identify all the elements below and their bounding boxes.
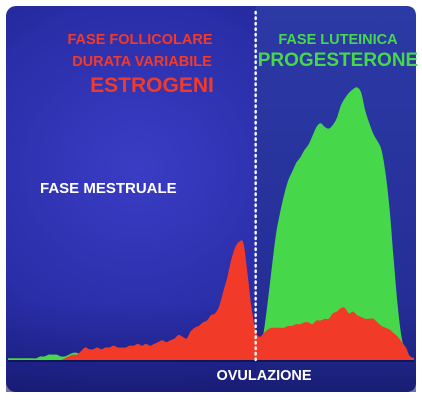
annotation-follicular-phase: FASE FOLLICOLARE <box>68 32 213 48</box>
series-areas <box>8 87 414 361</box>
annotation-estrogens: ESTROGENI <box>90 74 214 97</box>
annotation-luteal-phase: FASE LUTEINICA <box>278 32 398 48</box>
annotation-variable-duration: DURATA VARIABILE <box>72 54 212 70</box>
annotation-progesterone: PROGESTERONE <box>258 50 418 71</box>
annotation-menstrual-phase: FASE MESTRUALE <box>40 180 177 197</box>
series-area-estrogeni <box>8 240 414 360</box>
x-axis-label-ovulation: OVULAZIONE <box>216 368 311 384</box>
series-area-progesterone <box>8 87 414 361</box>
